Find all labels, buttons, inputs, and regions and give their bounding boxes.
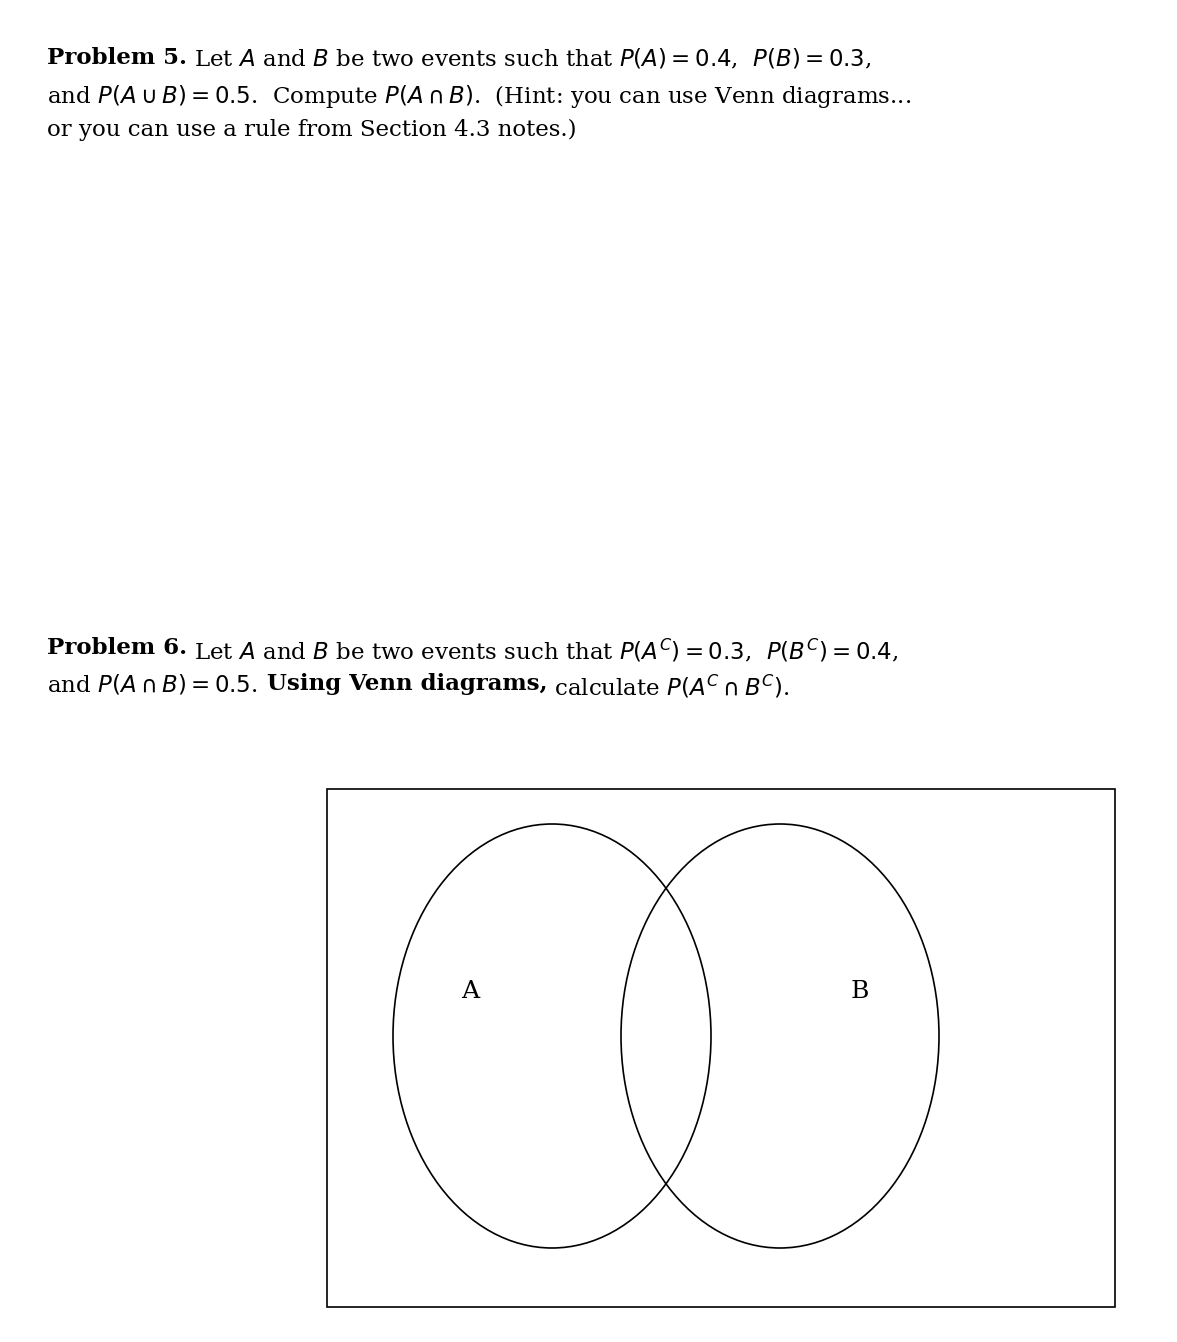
Text: Let $A$ and $B$ be two events such that $P(A) = 0.4$,  $P(B) = 0.3$,: Let $A$ and $B$ be two events such that … (187, 47, 871, 71)
Text: B: B (851, 981, 869, 1004)
Text: and $P(A \cap B) = 0.5$.: and $P(A \cap B) = 0.5$. (47, 672, 267, 696)
Text: Problem 6.: Problem 6. (47, 637, 187, 659)
Text: Let $A$ and $B$ be two events such that $P(A^C) = 0.3$,  $P(B^C) = 0.4$,: Let $A$ and $B$ be two events such that … (187, 637, 898, 664)
Text: A: A (461, 981, 479, 1004)
Text: calculate $P(A^C \cap B^C)$.: calculate $P(A^C \cap B^C)$. (547, 672, 790, 701)
Bar (327, 789, 1115, 1307)
Text: and $P(A \cup B) = 0.5$.  Compute $P(A \cap B)$.  (Hint: you can use Venn diagra: and $P(A \cup B) = 0.5$. Compute $P(A \c… (47, 83, 911, 110)
Text: Problem 5.: Problem 5. (47, 47, 187, 68)
Text: or you can use a rule from Section 4.3 notes.): or you can use a rule from Section 4.3 n… (47, 119, 577, 141)
Text: Using Venn diagrams,: Using Venn diagrams, (267, 672, 547, 695)
